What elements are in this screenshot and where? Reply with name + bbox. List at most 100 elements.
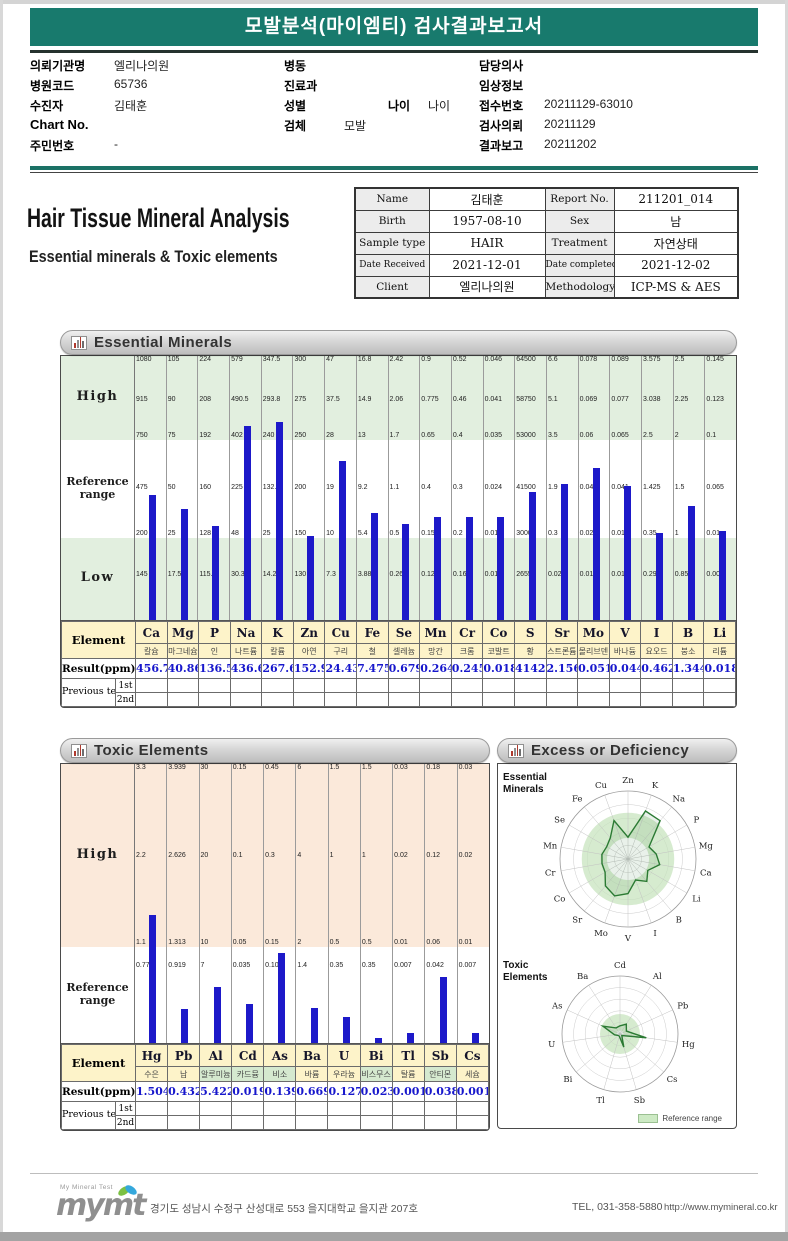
tick-label: 25 xyxy=(167,530,176,538)
tick-label: 0.3 xyxy=(547,530,558,538)
tick-label: 0.15 xyxy=(232,764,247,772)
tick-label: 0.35 xyxy=(643,530,657,538)
previous-2nd-cell xyxy=(577,692,610,707)
previous-2nd-cell xyxy=(167,1115,201,1130)
element-symbol: B xyxy=(671,621,705,644)
icon-bar xyxy=(516,744,519,756)
tick-label: 0.5 xyxy=(329,938,340,946)
element-symbol: Mn xyxy=(419,621,452,644)
previous-2nd-cell xyxy=(199,1115,233,1130)
tick-label: 915 xyxy=(136,395,148,403)
previous-1st-cell xyxy=(295,1101,329,1116)
chart-columns: 1080 915 750 475 200 145 105 90 75 50 25 17.5 224 208… xyxy=(135,356,736,620)
tick-label: 1 xyxy=(674,530,679,538)
tick-label: 0.089 xyxy=(611,355,629,363)
previous-1st-cell xyxy=(387,678,421,693)
info-label: Date Received xyxy=(354,253,430,277)
previous-1st-cell xyxy=(703,678,736,693)
tick-label: 0.007 xyxy=(458,962,477,970)
element-korean-name: 칼슘 xyxy=(135,643,168,659)
previous-2nd-cell xyxy=(263,1115,297,1130)
tick-label: 0.775 xyxy=(421,395,439,403)
radar-axis-Zn: Zn xyxy=(622,776,634,786)
previous-1st-cell xyxy=(513,678,547,693)
tick-label: 1.5 xyxy=(674,483,685,491)
tick-label: 26550 xyxy=(516,571,536,579)
previous-2nd-cell xyxy=(450,692,484,707)
info-value: 김태훈 xyxy=(428,187,546,211)
element-symbol: Se xyxy=(387,621,421,644)
radar-axis-P: P xyxy=(694,816,700,826)
info-value: 211201_014 xyxy=(613,187,739,211)
chart-column-Cu: 47 37.5 28 19 10 7.3 xyxy=(324,356,356,620)
tick-label: 0.035 xyxy=(232,962,251,970)
band-label: Low xyxy=(80,570,115,585)
tick-label: 0.078 xyxy=(579,355,598,363)
tick-label: 0.007 xyxy=(394,962,412,970)
tick-label: 0.18 xyxy=(426,764,441,772)
element-korean-name: 리튬 xyxy=(703,643,736,659)
icon-bar xyxy=(76,339,79,348)
tick-label: 1.425 xyxy=(643,483,661,491)
tick-label: 347.5 xyxy=(262,355,281,363)
result-row-label: Result(ppm) xyxy=(61,658,137,679)
result-value: 0.001 xyxy=(455,1081,489,1102)
result-bar-Cu xyxy=(339,460,346,620)
report-subheading: Essential minerals & Toxic elements xyxy=(29,247,278,266)
element-korean-name: 납 xyxy=(167,1066,201,1082)
tick-label: 0.4 xyxy=(421,483,431,491)
leaf-icon xyxy=(118,1185,137,1196)
previous-1st-cell xyxy=(231,1101,265,1116)
tick-label: 0.046 xyxy=(484,355,503,363)
previous-test-label: Previous test xyxy=(61,678,116,707)
previous-1st-cell xyxy=(135,1101,169,1116)
tick-label: 1.313 xyxy=(168,938,186,946)
element-symbol: Fe xyxy=(356,621,389,644)
element-korean-name: 탈륨 xyxy=(391,1066,425,1082)
chart-column-Ca: 1080 915 750 475 200 145 xyxy=(135,356,166,620)
radar-axis-Cu: Cu xyxy=(595,781,608,791)
tick-label: 9.2 xyxy=(357,483,368,491)
chart-column-Cs: 0.03 0.02 0.01 0.007 xyxy=(456,764,489,1043)
field-label: 임상정보 xyxy=(479,79,524,93)
previous-2nd-cell xyxy=(135,692,168,707)
result-bar-K xyxy=(275,421,283,620)
chart-column-B: 2.5 2.25 2 1.5 1 0.85 xyxy=(672,356,705,620)
field-value: 엘리나의원 xyxy=(114,59,170,73)
field-value: - xyxy=(114,137,118,151)
previous-1st-cell xyxy=(391,1101,425,1116)
toxic-elements-header: Toxic Elements xyxy=(60,738,490,763)
tick-label: 225 xyxy=(231,483,243,491)
element-korean-name: 아연 xyxy=(292,643,326,659)
icon-bar xyxy=(74,750,76,756)
element-symbol: Al xyxy=(199,1044,233,1067)
tick-label: 0.013 xyxy=(484,530,503,538)
field-label: 검사의뢰 xyxy=(479,119,524,133)
tick-label: 0.05 xyxy=(232,938,247,946)
legend-label: Reference range xyxy=(662,1114,722,1123)
tick-label: 130 xyxy=(294,571,307,579)
previous-2nd-cell xyxy=(513,692,547,707)
tick-label: 0.5 xyxy=(361,938,372,946)
page-bottom-strip xyxy=(0,1232,788,1241)
tick-label: 10 xyxy=(326,530,334,538)
chart-column-Li: 0.145 0.123 0.1 0.065 0.01 0.008 xyxy=(704,356,736,620)
tick-label: 0.125 xyxy=(421,571,439,579)
tick-label: 0.65 xyxy=(421,432,435,440)
chart-column-Mg: 105 90 75 50 25 17.5 xyxy=(165,356,198,620)
page-left-edge xyxy=(0,0,3,1241)
previous-1st-cell xyxy=(292,678,326,693)
tick-label: 64500 xyxy=(516,355,536,363)
element-symbol: S xyxy=(513,621,547,644)
field-value: 나이 xyxy=(428,99,451,113)
field-value: 65736 xyxy=(114,77,148,91)
legend-reference-range: Reference range xyxy=(638,1114,722,1123)
tick-label: 2.626 xyxy=(168,852,186,860)
info-value: 자연상태 xyxy=(613,231,739,255)
tick-label: 0.1 xyxy=(232,852,243,860)
tick-label: 750 xyxy=(136,432,148,440)
field-label: 담당의사 xyxy=(479,59,524,73)
tick-label: 3.575 xyxy=(643,355,661,363)
tick-label: 2.25 xyxy=(674,395,689,403)
radar-axis-I: I xyxy=(653,929,656,939)
